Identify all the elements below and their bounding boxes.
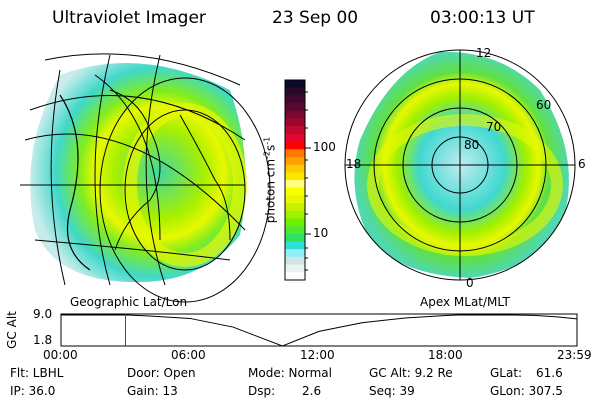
lat-label-80: 80	[464, 138, 480, 152]
y-tick-1-8: 1.8	[33, 333, 53, 347]
mlt-label-12: 12	[476, 46, 492, 60]
ip-info: IP: 36.0	[10, 384, 56, 398]
colorbar-segment	[285, 126, 305, 135]
mlt-label-18: 18	[346, 157, 362, 171]
unit-s: s	[263, 144, 278, 151]
colorbar-segment	[285, 133, 305, 143]
colorbar-segment	[285, 210, 305, 219]
colorbar-segment	[285, 164, 305, 173]
x-tick-2359: 23:59	[557, 348, 592, 362]
unit-sup2: -1	[262, 136, 272, 145]
colorbar-segment	[285, 156, 305, 166]
colorbar-segment	[285, 249, 305, 258]
colorbar-segment	[285, 226, 305, 235]
left-panel-label: Geographic Lat/Lon	[70, 295, 188, 309]
door-info: Door: Open	[127, 366, 196, 380]
glat-label: GLat:	[490, 366, 523, 380]
x-tick-1800: 18:00	[428, 348, 463, 362]
colorbar-segment	[285, 218, 305, 227]
glat-value: 61.6	[536, 366, 563, 380]
image-left	[30, 63, 246, 283]
colorbar-segment	[285, 118, 305, 127]
y-tick-9: 9.0	[33, 307, 53, 321]
lat-label-60: 60	[536, 98, 552, 112]
colorbar-segment	[285, 80, 305, 89]
mlt-label-6: 6	[578, 157, 586, 171]
altitude-plot-frame	[60, 313, 578, 347]
colorbar-unit-label: photon cm-2s-1	[263, 137, 278, 224]
lat-lon-grid	[20, 53, 271, 303]
gc-alt-info: GC Alt: 9.2 Re	[369, 366, 453, 380]
unit-text: photon cm	[263, 158, 278, 224]
colorbar-frame	[284, 79, 306, 281]
date-label: 23 Sep 00	[272, 8, 359, 28]
colorbar-segment	[285, 110, 305, 119]
dsp-label: Dsp:	[248, 384, 276, 398]
polar-map	[344, 49, 576, 281]
dsp-value: 2.6	[302, 384, 322, 398]
colorbar-segment	[285, 87, 305, 96]
time-label: 03:00:13 UT	[430, 8, 535, 28]
colorbar-segment	[285, 172, 305, 181]
colorbar-segment	[285, 149, 305, 158]
mlt-label-0: 0	[466, 276, 474, 290]
colorbar-segment	[285, 272, 305, 281]
colorbar-segment	[285, 95, 305, 104]
lat-label-70: 70	[486, 120, 502, 134]
colorbar-segment	[285, 187, 305, 196]
colorbar	[285, 80, 305, 281]
auroral-oval-right	[367, 114, 563, 256]
colorbar-segment	[285, 180, 305, 189]
altitude-y-label: GC Alt	[5, 311, 19, 349]
unit-sup1: -2	[262, 150, 272, 159]
instrument-title: Ultraviolet Imager	[52, 8, 206, 28]
colorbar-segment	[285, 256, 305, 266]
colorbar-segment	[285, 241, 305, 250]
x-tick-0600: 06:00	[171, 348, 206, 362]
altitude-line	[61, 314, 578, 347]
colorbar-ticks	[305, 91, 311, 271]
colorbar-tick-10: 10	[313, 226, 329, 240]
colorbar-segment	[285, 103, 305, 112]
filter-info: Flt: LBHL	[10, 366, 64, 380]
glon-info: GLon: 307.5	[490, 384, 563, 398]
geographic-map	[20, 53, 271, 303]
x-tick-0000: 00:00	[43, 348, 78, 362]
colorbar-segment	[285, 203, 305, 212]
gain-info: Gain: 13	[127, 384, 178, 398]
colorbar-segment	[285, 264, 305, 273]
colorbar-segment	[285, 195, 305, 204]
colorbar-segment	[285, 141, 305, 150]
right-panel-label: Apex MLat/MLT	[420, 295, 510, 309]
seq-info: Seq: 39	[369, 384, 415, 398]
mode-info: Mode: Normal	[248, 366, 332, 380]
colorbar-segment	[285, 233, 305, 243]
colorbar-tick-100: 100	[313, 140, 336, 154]
x-tick-1200: 12:00	[300, 348, 335, 362]
